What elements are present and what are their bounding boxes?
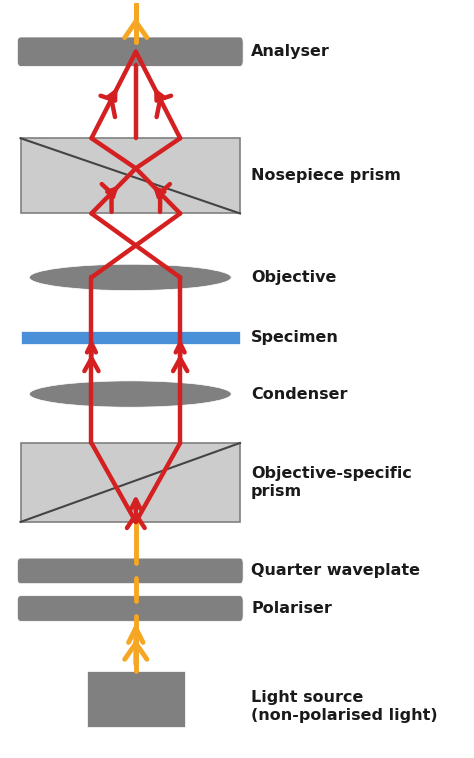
Text: Objective-specific
prism: Objective-specific prism [251,466,412,499]
Text: Condenser: Condenser [251,387,347,402]
Ellipse shape [29,381,231,407]
Text: Nosepiece prism: Nosepiece prism [251,168,401,183]
Bar [20,443,240,522]
FancyBboxPatch shape [18,37,243,67]
Ellipse shape [29,265,231,290]
FancyBboxPatch shape [18,558,243,584]
Bar [20,138,240,214]
Bar [20,330,240,344]
Text: Analyser: Analyser [251,44,330,59]
Bar [87,671,184,727]
Text: Specimen: Specimen [251,330,339,345]
Text: Quarter waveplate: Quarter waveplate [251,563,420,578]
Text: Polariser: Polariser [251,601,332,616]
Text: Objective: Objective [251,270,337,285]
FancyBboxPatch shape [18,596,243,622]
Text: Light source
(non-polarised light): Light source (non-polarised light) [251,690,438,722]
